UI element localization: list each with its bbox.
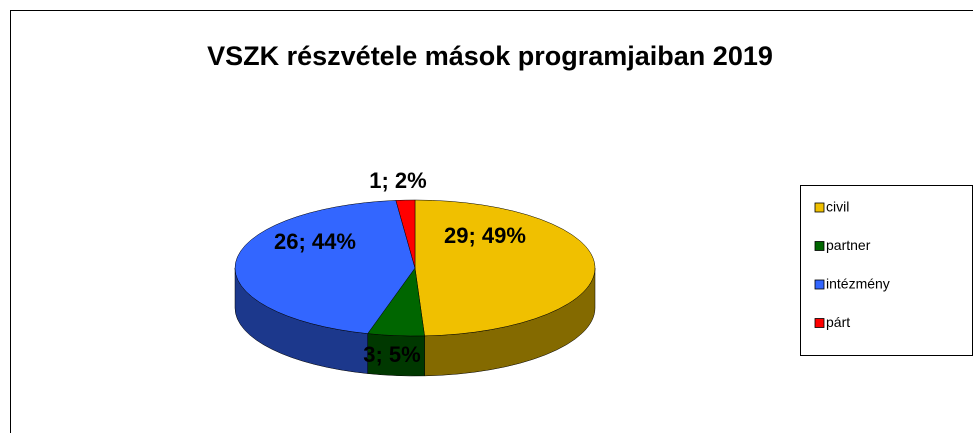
legend-swatch [814,318,825,328]
legend-label: partner [826,237,871,253]
chart-frame [10,10,973,433]
data-label: 1; 2% [369,168,426,193]
legend-swatch [814,279,825,290]
slice [234,200,416,334]
data-label: 3; 5% [363,342,420,367]
legend-swatch [814,202,825,213]
slice [395,199,416,269]
data-label: 29; 49% [444,223,526,248]
legend-label: párt [826,314,850,330]
legend-label: intézmény [826,276,890,292]
legend-swatch [814,241,825,251]
slice [414,199,596,337]
legend-label: civil [826,199,849,215]
data-label: 26; 44% [274,229,356,254]
legend-box [800,185,973,356]
chart-title: VSZK részvétele mások programjaiban 2019 [207,41,773,71]
